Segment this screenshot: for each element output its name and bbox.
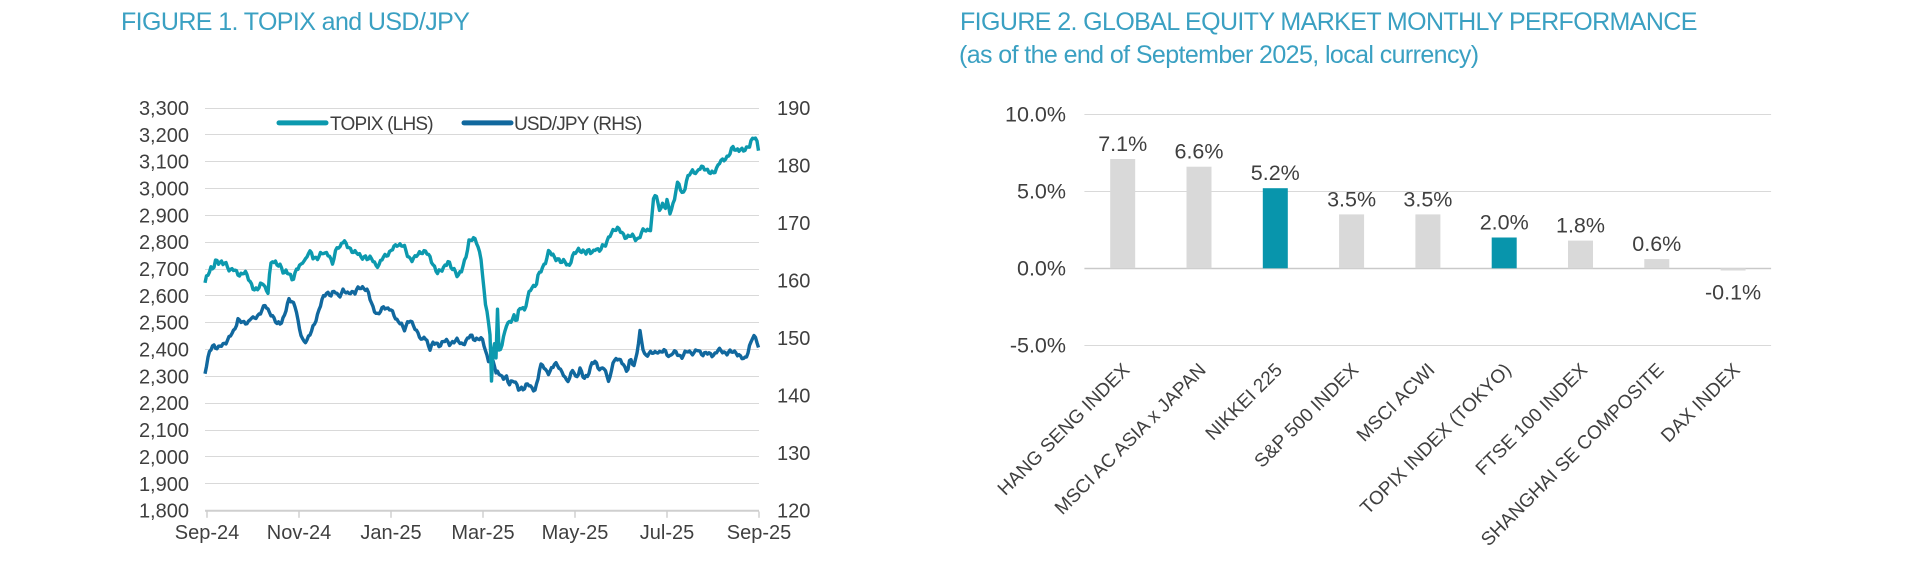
svg-text:190: 190 bbox=[777, 98, 810, 120]
svg-text:170: 170 bbox=[777, 213, 810, 235]
svg-text:2,100: 2,100 bbox=[139, 420, 189, 442]
svg-text:FIGURE 1. TOPIX and USD/JPY: FIGURE 1. TOPIX and USD/JPY bbox=[121, 8, 470, 36]
svg-text:3.5%: 3.5% bbox=[1403, 187, 1452, 211]
svg-text:-0.1%: -0.1% bbox=[1705, 281, 1761, 305]
svg-text:Jul-25: Jul-25 bbox=[640, 522, 694, 544]
svg-text:2,700: 2,700 bbox=[139, 259, 189, 281]
svg-text:Nov-24: Nov-24 bbox=[267, 522, 331, 544]
svg-text:140: 140 bbox=[777, 386, 810, 408]
svg-text:2,300: 2,300 bbox=[139, 366, 189, 388]
svg-text:0.6%: 0.6% bbox=[1632, 232, 1681, 256]
svg-text:DAX INDEX: DAX INDEX bbox=[1657, 359, 1744, 446]
svg-text:2,900: 2,900 bbox=[139, 205, 189, 227]
svg-text:7.1%: 7.1% bbox=[1098, 132, 1147, 156]
svg-text:10.0%: 10.0% bbox=[1005, 102, 1066, 126]
svg-text:3,000: 3,000 bbox=[139, 179, 189, 201]
svg-text:3,200: 3,200 bbox=[139, 125, 189, 147]
svg-text:TOPIX INDEX (TOKYO): TOPIX INDEX (TOKYO) bbox=[1357, 360, 1516, 519]
svg-text:1.8%: 1.8% bbox=[1556, 214, 1605, 238]
svg-text:FIGURE 2. GLOBAL EQUITY MARKET: FIGURE 2. GLOBAL EQUITY MARKET MONTHLY P… bbox=[960, 8, 1697, 36]
svg-text:1,900: 1,900 bbox=[139, 474, 189, 496]
svg-text:2,800: 2,800 bbox=[139, 232, 189, 254]
svg-text:Sep-25: Sep-25 bbox=[727, 522, 792, 544]
svg-text:TOPIX (LHS): TOPIX (LHS) bbox=[330, 114, 433, 135]
svg-text:5.0%: 5.0% bbox=[1017, 179, 1066, 203]
svg-text:130: 130 bbox=[777, 443, 810, 465]
svg-text:-5.0%: -5.0% bbox=[1010, 333, 1066, 357]
svg-text:May-25: May-25 bbox=[542, 522, 609, 544]
svg-text:120: 120 bbox=[777, 501, 810, 523]
svg-text:MSCI AC ASIA x JAPAN: MSCI AC ASIA x JAPAN bbox=[1051, 360, 1210, 519]
svg-text:6.6%: 6.6% bbox=[1174, 140, 1223, 164]
svg-text:1,800: 1,800 bbox=[139, 501, 189, 523]
svg-text:0.0%: 0.0% bbox=[1017, 256, 1066, 280]
svg-text:3,300: 3,300 bbox=[139, 98, 189, 120]
svg-text:(as of the end of September 20: (as of the end of September 2025, local … bbox=[959, 41, 1479, 69]
svg-text:NIKKEI 225: NIKKEI 225 bbox=[1202, 360, 1287, 445]
svg-text:3,100: 3,100 bbox=[139, 152, 189, 174]
svg-text:3.5%: 3.5% bbox=[1327, 187, 1376, 211]
svg-text:2,400: 2,400 bbox=[139, 340, 189, 362]
svg-text:Mar-25: Mar-25 bbox=[451, 522, 514, 544]
svg-text:2,500: 2,500 bbox=[139, 313, 189, 335]
svg-text:2,000: 2,000 bbox=[139, 447, 189, 469]
svg-text:5.2%: 5.2% bbox=[1251, 161, 1300, 185]
svg-text:160: 160 bbox=[777, 271, 810, 293]
svg-text:2.0%: 2.0% bbox=[1480, 211, 1529, 235]
svg-text:Sep-24: Sep-24 bbox=[175, 522, 240, 544]
svg-text:180: 180 bbox=[777, 156, 810, 178]
svg-text:2,200: 2,200 bbox=[139, 393, 189, 415]
svg-text:150: 150 bbox=[777, 328, 810, 350]
svg-text:Jan-25: Jan-25 bbox=[360, 522, 421, 544]
svg-text:2,600: 2,600 bbox=[139, 286, 189, 308]
svg-text:USD/JPY (RHS): USD/JPY (RHS) bbox=[514, 114, 642, 135]
svg-text:HANG SENG INDEX: HANG SENG INDEX bbox=[994, 359, 1134, 499]
